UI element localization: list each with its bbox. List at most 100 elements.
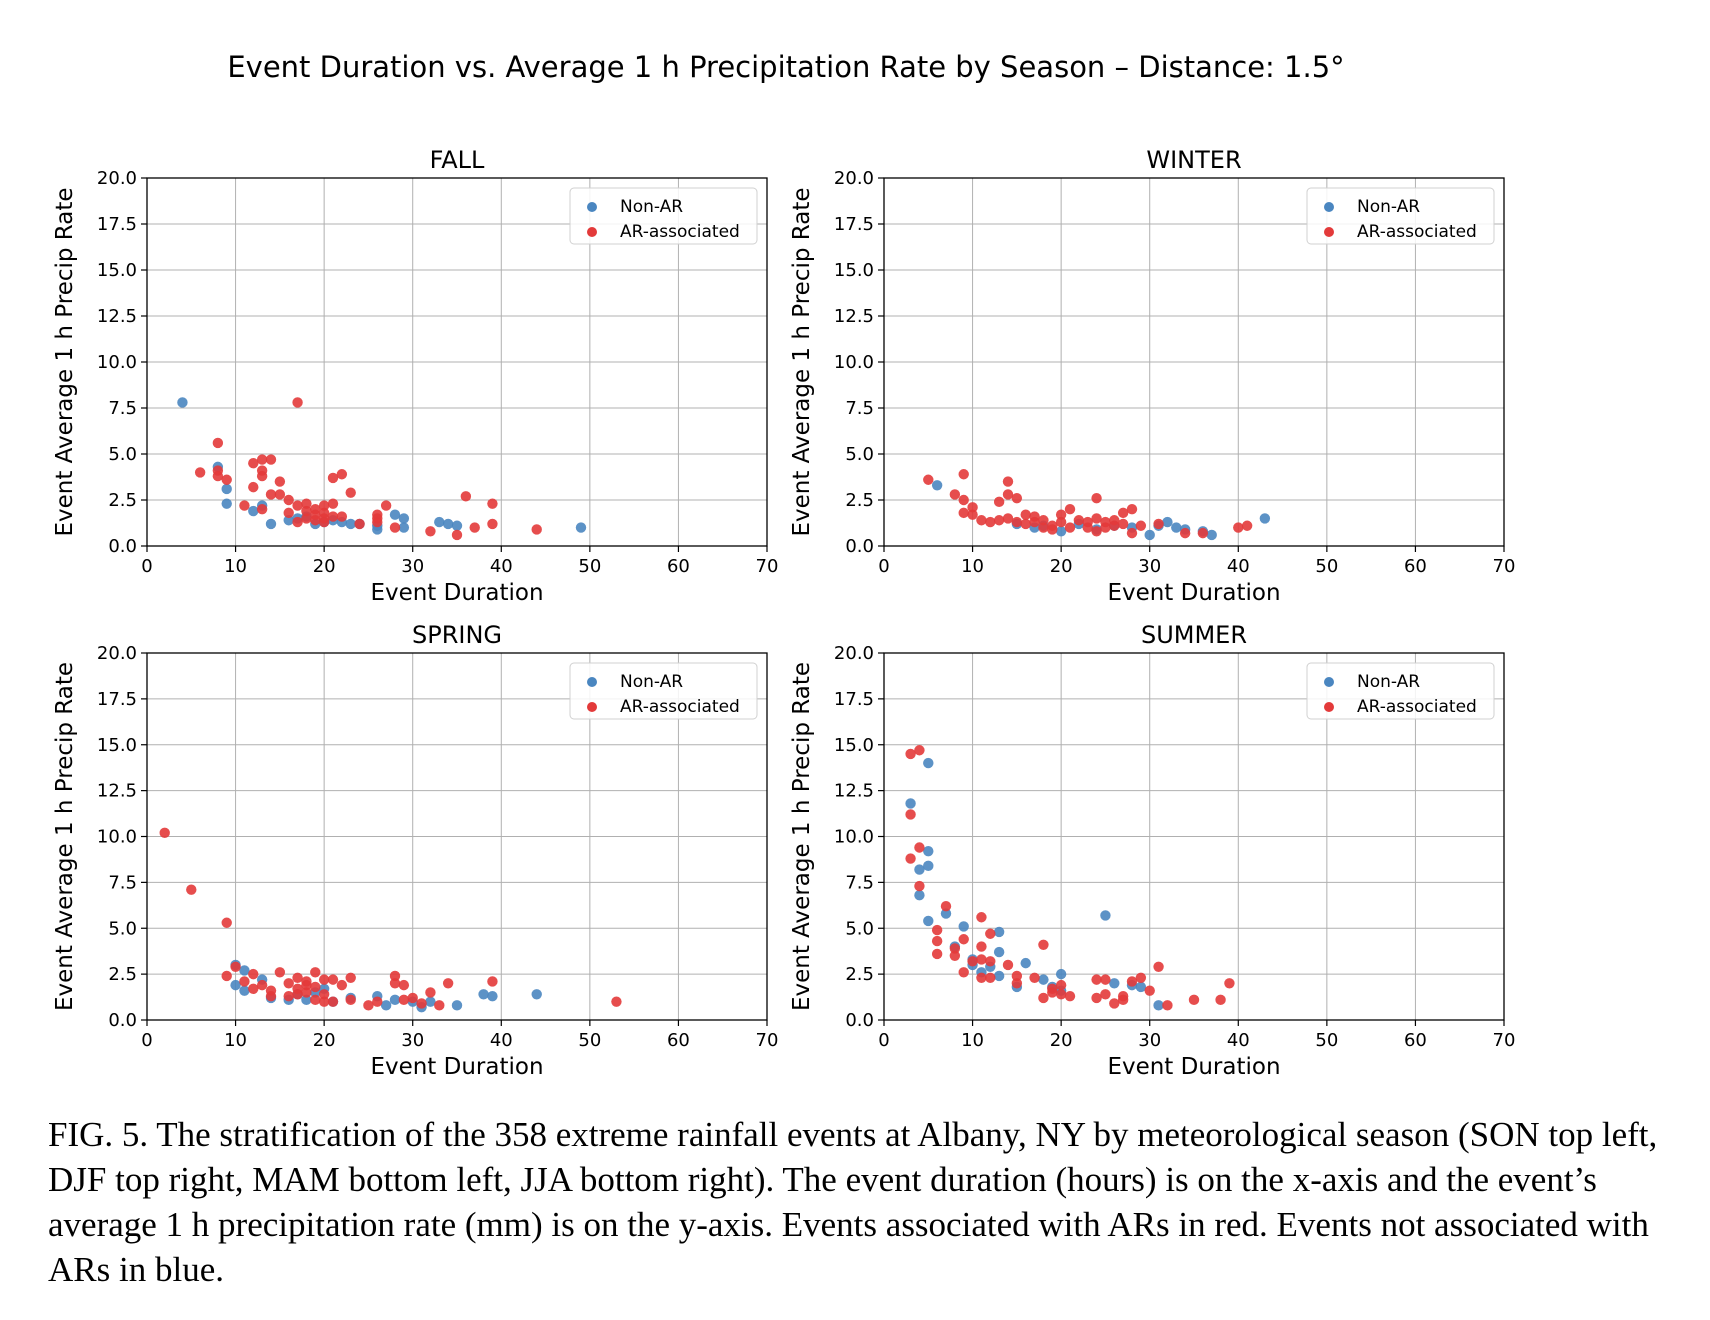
y-tick-label: 17.5 — [834, 214, 874, 235]
ar-associated-point — [487, 976, 498, 987]
non-ar-point — [923, 860, 934, 872]
non-ar-point — [1055, 526, 1067, 537]
ar-associated-point — [1100, 974, 1111, 985]
ar-associated-point — [327, 996, 339, 1007]
ar-associated-point — [931, 935, 943, 947]
ar-associated-point — [239, 500, 250, 511]
y-tick-label: 12.5 — [834, 306, 874, 327]
ar-associated-point — [1188, 994, 1200, 1006]
non-ar-point — [442, 518, 454, 530]
ar-associated-point — [318, 996, 330, 1007]
ar-associated-point — [1020, 518, 1031, 530]
ar-associated-point — [221, 970, 232, 982]
non-ar-point — [451, 1000, 463, 1011]
ar-associated-point — [345, 994, 356, 1006]
ar-associated-point — [958, 469, 969, 480]
plot-frame — [146, 652, 768, 1021]
panel-summer: 0 10 20 30 40 50 60 70 0.0 2.5 5.0 7.5 10.0 12.5 15.0 1… — [789, 621, 1515, 1080]
ar-associated-point — [372, 516, 383, 528]
y-axis-label: Event Average 1 h Precip Rate — [789, 662, 815, 1011]
ar-associated-point — [931, 948, 943, 960]
y-tick-label: 5.0 — [108, 444, 137, 465]
ar-associated-point — [985, 956, 996, 967]
ar-associated-point — [976, 515, 987, 526]
y-tick-label: 12.5 — [97, 781, 137, 802]
ar-associated-point — [1064, 990, 1076, 1002]
ar-associated-point — [283, 990, 294, 1002]
ar-associated-point — [425, 987, 436, 998]
non-ar-point — [425, 996, 436, 1007]
ar-associated-point — [265, 454, 277, 465]
non-ar-point — [487, 990, 498, 1002]
ar-associated-point — [923, 474, 934, 485]
ar-associated-point — [239, 976, 250, 987]
ar-associated-point — [1126, 504, 1138, 515]
ar-associated-point — [1029, 972, 1040, 983]
ar-associated-point — [993, 496, 1005, 508]
ar-associated-point — [256, 504, 268, 515]
legend: Non-AR AR-associated — [1306, 187, 1495, 245]
ar-associated-point — [1038, 939, 1049, 950]
figure-canvas: Event Duration vs. Average 1 h Precipita… — [52, 50, 1515, 1080]
ar-associated-point — [914, 745, 925, 756]
legend-marker-non-ar — [587, 202, 597, 212]
non-ar-point — [248, 505, 259, 517]
ar-associated-point — [292, 397, 303, 408]
ar-associated-point — [1179, 527, 1191, 539]
ar-associated-point — [1126, 976, 1138, 987]
ar-associated-point — [194, 467, 206, 478]
ar-associated-point — [1197, 527, 1209, 539]
ar-associated-point — [958, 507, 969, 519]
ar-associated-point — [1109, 515, 1120, 526]
x-tick-label: 50 — [1315, 1030, 1338, 1051]
ar-associated-point — [1047, 987, 1058, 998]
ar-associated-point — [531, 524, 542, 535]
non-ar-point — [958, 921, 969, 932]
non-ar-point — [478, 989, 489, 1000]
ar-associated-point — [1038, 515, 1049, 526]
x-tick-label: 40 — [1227, 556, 1250, 577]
y-tick-label: 20.0 — [97, 168, 137, 189]
legend-box — [569, 662, 758, 720]
ar-associated-point — [985, 928, 996, 939]
series-ar-associated — [194, 397, 542, 541]
figure-caption: FIG. 5. The stratification of the 358 ex… — [48, 1115, 1658, 1289]
y-tick-label: 12.5 — [97, 306, 137, 327]
ar-associated-point — [336, 979, 348, 991]
ar-associated-point — [327, 511, 339, 522]
y-axis-label: Event Average 1 h Precip Rate — [789, 187, 815, 536]
ar-associated-point — [1109, 998, 1120, 1009]
ar-associated-point — [434, 1000, 445, 1011]
ar-associated-point — [336, 469, 348, 480]
plot-frame — [883, 177, 1505, 547]
ar-associated-point — [1117, 507, 1129, 519]
x-tick-label: 50 — [1315, 556, 1338, 577]
ar-associated-point — [318, 516, 330, 528]
ar-associated-point — [256, 454, 268, 465]
x-tick-label: 40 — [490, 1030, 513, 1051]
legend: Non-AR AR-associated — [569, 187, 758, 245]
legend-label-ar-associated: AR-associated — [1357, 697, 1477, 717]
non-ar-point — [914, 890, 925, 901]
non-ar-point — [1144, 529, 1155, 541]
x-tick-label: 60 — [1404, 556, 1427, 577]
series-ar-associated — [923, 469, 1253, 539]
panel-title: SPRING — [412, 621, 502, 649]
ar-associated-point — [186, 884, 197, 895]
legend-marker-non-ar — [587, 677, 597, 687]
ar-associated-point — [460, 491, 472, 502]
series-ar-associated — [905, 745, 1235, 1011]
non-ar-point — [1055, 968, 1067, 980]
ar-associated-point — [1082, 516, 1093, 528]
ar-associated-point — [310, 504, 321, 515]
x-tick-label: 50 — [578, 556, 601, 577]
ar-associated-point — [310, 994, 321, 1006]
ar-associated-point — [345, 972, 356, 983]
non-ar-point — [221, 498, 232, 509]
ar-associated-point — [976, 941, 987, 952]
y-tick-label: 15.0 — [97, 735, 137, 756]
ar-associated-point — [407, 992, 418, 1004]
non-ar-point — [451, 520, 463, 531]
non-ar-point — [940, 908, 952, 919]
x-tick-label: 20 — [1050, 1030, 1073, 1051]
